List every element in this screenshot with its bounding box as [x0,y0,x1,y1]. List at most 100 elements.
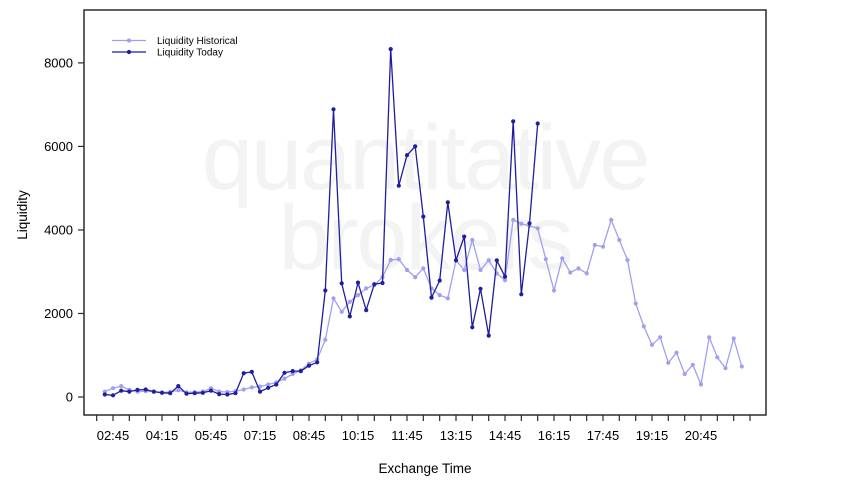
data-point-marker [494,258,499,263]
data-point-marker [698,382,704,387]
data-point-marker [355,293,361,298]
data-point-marker [715,355,720,360]
y-axis-tick-label: 4000 [44,222,73,237]
data-point-marker [347,299,352,304]
data-point-marker [192,391,197,396]
y-axis-tick-labels: 0 2000 4000 6000 8000 [44,55,73,404]
data-point-marker [331,107,336,112]
y-axis-tick-label: 0 [66,390,73,405]
data-point-marker [266,385,271,390]
data-point-marker [339,309,344,314]
y-axis-ticks [78,62,84,398]
legend-item-historical: Liquidity Historical [112,36,238,47]
data-point-marker [592,242,597,248]
data-point-marker [445,296,450,301]
data-point-marker [682,371,687,377]
data-point-marker [486,333,491,338]
data-point-marker [437,278,442,283]
y-axis-tick-label: 2000 [44,306,73,321]
data-point-marker [355,280,361,285]
data-point-marker [413,144,418,149]
data-point-marker [486,258,491,263]
x-axis-tick-label: 02:45 [97,428,130,443]
x-axis-title: Exchange Time [378,461,471,476]
data-point-marker [159,390,165,395]
y-axis-tick-label: 8000 [44,55,73,70]
legend-label: Liquidity Historical [157,36,238,47]
x-axis-tick-label: 14:45 [489,428,522,443]
x-axis-tick-label: 05:45 [195,428,228,443]
data-point-marker [519,292,524,297]
data-point-marker [723,366,728,371]
data-point-marker [462,234,467,239]
data-point-marker [151,389,156,394]
data-point-marker [266,382,271,387]
data-point-marker [502,278,508,283]
data-point-marker [217,392,222,397]
data-point-marker [184,391,189,396]
data-point-marker [470,237,475,243]
data-point-marker [119,388,124,393]
data-point-marker [731,336,736,341]
data-point-marker [168,391,173,396]
data-point-marker [551,288,557,293]
x-axis-tick-label: 20:45 [685,428,718,443]
data-point-marker [102,392,107,397]
chart-series [102,47,744,398]
data-point-marker [462,267,467,273]
x-axis-tick-label: 19:15 [636,428,669,443]
data-point-marker [323,288,328,293]
legend-item-today: Liquidity Today [112,48,223,59]
data-point-marker [568,270,573,275]
data-point-marker [396,257,401,262]
data-point-marker [690,362,695,367]
data-point-marker [282,370,287,375]
data-point-marker [600,244,606,249]
data-point-marker [633,301,638,306]
data-point-marker [560,256,565,261]
x-axis-ticks [96,415,751,421]
data-point-marker [478,267,483,273]
data-point-marker [649,342,655,347]
data-point-marker [208,388,214,393]
data-point-marker [617,237,622,243]
data-point-marker [364,308,369,313]
data-point-marker [437,293,442,298]
data-point-marker [421,266,426,271]
x-axis-tick-labels: 02:45 04:15 05:45 07:15 08:45 10:15 11:45 13:15… [97,428,718,443]
data-point-marker [143,387,148,392]
legend-marker-swatch [126,38,132,43]
data-point-marker [429,295,434,300]
data-point-marker [511,217,516,222]
x-axis-tick-label: 17:45 [587,428,620,443]
data-point-marker [543,257,548,262]
series-liquidity-historical-line [104,219,743,394]
data-point-marker [241,371,246,376]
series-liquidity-historical [102,217,744,395]
series-liquidity-today-line [104,48,539,396]
data-point-marker [225,392,230,397]
data-point-marker [119,384,124,389]
data-point-marker [658,335,663,340]
data-point-marker [290,371,295,377]
data-point-marker [241,387,246,392]
data-point-marker [445,200,450,205]
data-point-marker [413,275,418,280]
data-point-marker [249,369,254,374]
data-point-marker [323,337,328,342]
y-axis-tick-label: 6000 [44,139,73,154]
x-axis-tick-label: 07:15 [244,428,277,443]
data-point-marker [298,369,303,374]
data-point-marker [176,384,181,389]
data-point-marker [290,369,295,374]
x-axis-tick-label: 04:15 [146,428,179,443]
data-point-marker [233,391,238,396]
data-point-marker [372,282,377,287]
data-point-marker [576,266,581,271]
x-axis-tick-label: 11:45 [391,428,423,443]
data-point-marker [347,314,352,319]
data-point-marker [478,286,483,291]
data-point-marker [535,226,540,231]
